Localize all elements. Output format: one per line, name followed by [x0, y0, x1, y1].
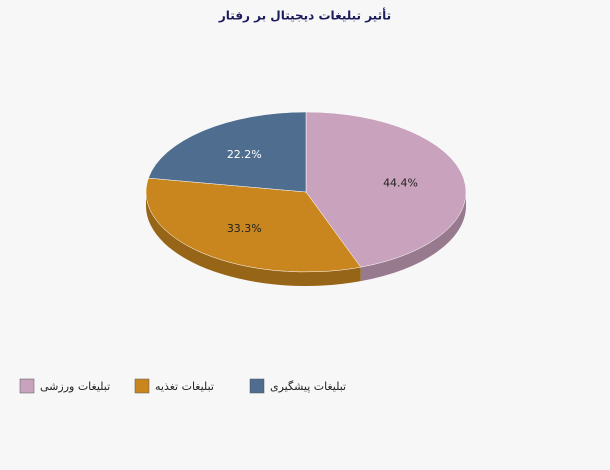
legend-swatch [134, 378, 150, 394]
data-label: 44.4% [383, 177, 418, 190]
slice [305, 111, 467, 268]
legend-swatch [19, 378, 35, 394]
slice [148, 111, 307, 193]
slice-side [360, 192, 466, 282]
slice-side [146, 192, 361, 286]
data-label: 22.2% [227, 148, 262, 161]
data-label: 33.3% [227, 222, 262, 235]
slice [145, 177, 362, 273]
legend-label: تبلیغات پیشگیری [270, 380, 346, 393]
legend-swatch [249, 378, 265, 394]
legend-label: تبلیغات تغذیه [155, 380, 214, 393]
chart-title: تأثیر تبلیغات دیجیتال بر رفتار [218, 8, 391, 23]
legend-label: تبلیغات ورزشی [40, 380, 110, 393]
